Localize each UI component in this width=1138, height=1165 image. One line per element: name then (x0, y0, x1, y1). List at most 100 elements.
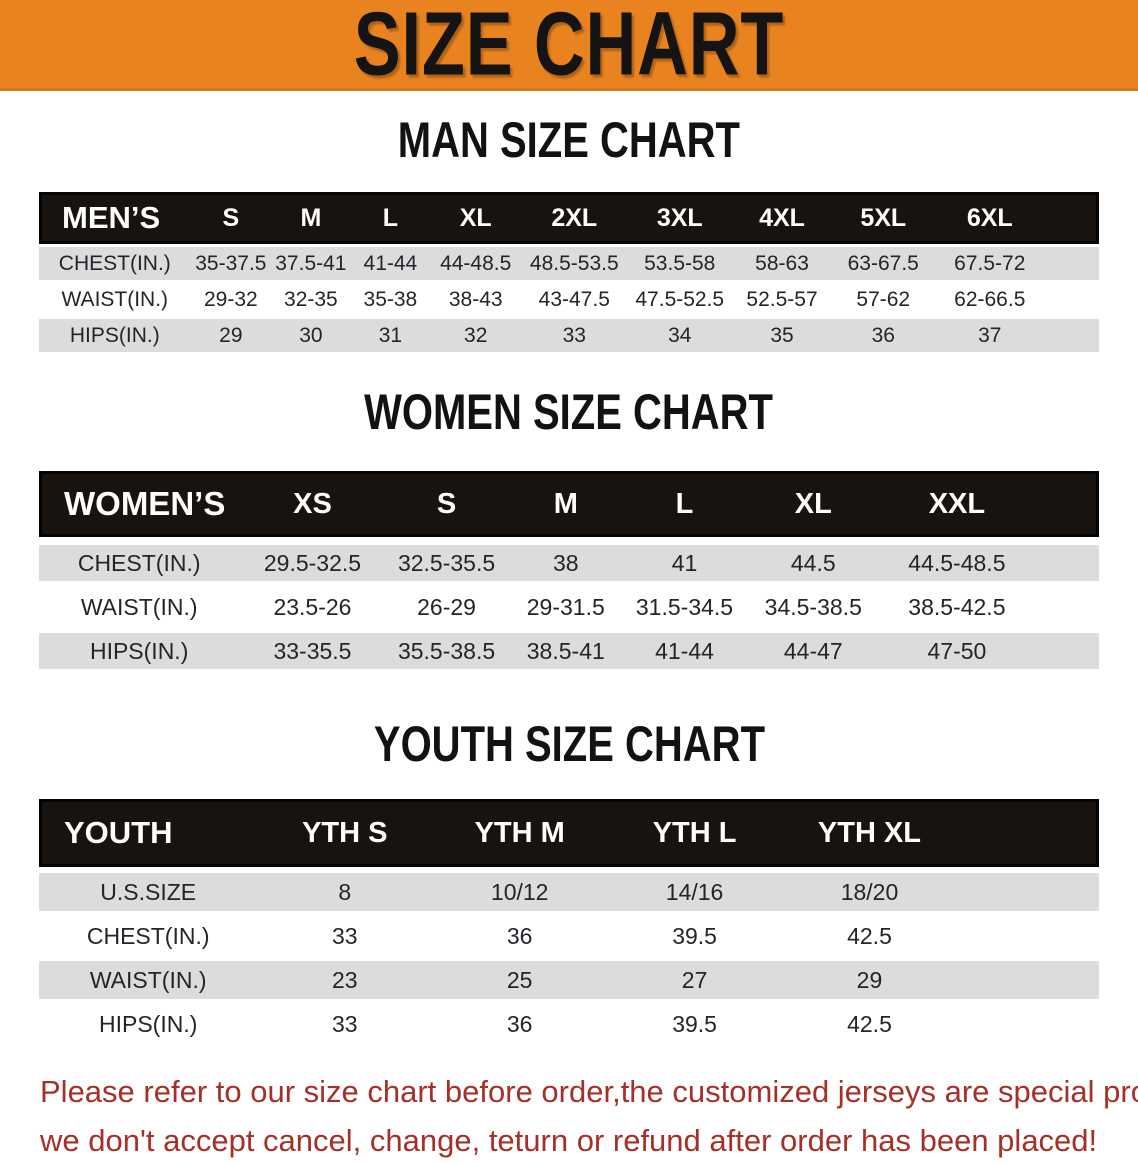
value-cell: 18/20 (782, 873, 957, 911)
value-cell: 67.5-72 (934, 247, 1045, 280)
size-label-cell: 3XL (627, 192, 733, 244)
size-label-cell: YTH M (432, 799, 608, 867)
row-label-cell: WAIST(IN.) (39, 283, 191, 316)
header-row: YOUTH YTH S YTH M YTH L YTH XL (39, 799, 1099, 867)
value-cell: 41-44 (350, 247, 431, 280)
value-cell: 23.5-26 (239, 589, 386, 625)
value-cell: 33-35.5 (239, 633, 386, 669)
value-cell: 37 (934, 319, 1045, 352)
value-cell: 42.5 (782, 1005, 957, 1043)
value-cell: 58-63 (732, 247, 832, 280)
youth-section: YOUTH SIZE CHART YOUTH YTH S YTH M YTH L YTH… (0, 719, 1138, 1049)
row-label-cell: U.S.SIZE (39, 873, 258, 911)
value-cell: 33 (257, 1005, 433, 1043)
size-label-cell: M (271, 192, 351, 244)
content: MAN SIZE CHART MEN’S S M L XL 2XL 3XL 4XL 5XL 6XL… (0, 91, 1138, 1049)
filler-cell (1044, 319, 1099, 352)
value-cell: 44.5-48.5 (881, 545, 1033, 581)
value-cell: 42.5 (782, 917, 957, 955)
filler-cell (1032, 633, 1099, 669)
value-cell: 37.5-41 (271, 247, 351, 280)
measurement-row: U.S.SIZE 8 10/12 14/16 18/20 (39, 873, 1099, 911)
value-cell: 44-48.5 (430, 247, 522, 280)
value-cell: 52.5-57 (732, 283, 832, 316)
size-label-cell: 2XL (521, 192, 628, 244)
notice-line-2: we don't accept cancel, change, teturn o… (40, 1123, 1098, 1158)
header-row: MEN’S S M L XL 2XL 3XL 4XL 5XL 6XL (39, 192, 1099, 244)
size-label-cell: YTH XL (782, 799, 957, 867)
value-cell: 39.5 (607, 1005, 783, 1043)
women-section-title: WOMEN SIZE CHART (0, 387, 1138, 437)
women-size-table: WOMEN’S XS S M L XL XXL CHEST(IN.) 29.5-32.5 32.5… (39, 463, 1099, 677)
value-cell: 41-44 (624, 633, 745, 669)
value-cell: 38-43 (430, 283, 522, 316)
value-cell: 29 (782, 961, 957, 999)
page-title: SIZE CHART (353, 0, 785, 94)
filler-cell (956, 799, 1099, 867)
value-cell: 25 (432, 961, 608, 999)
size-label-cell: S (385, 471, 508, 537)
value-cell: 30 (271, 319, 351, 352)
value-cell: 57-62 (831, 283, 935, 316)
value-cell: 36 (432, 1005, 608, 1043)
value-cell: 63-67.5 (831, 247, 935, 280)
value-cell: 47-50 (881, 633, 1033, 669)
banner: SIZE CHART (0, 0, 1138, 91)
value-cell: 36 (831, 319, 935, 352)
row-label-cell: CHEST(IN.) (39, 247, 191, 280)
size-label-cell: YTH L (607, 799, 783, 867)
value-cell: 48.5-53.5 (521, 247, 628, 280)
women-section-title-text: WOMEN SIZE CHART (364, 384, 774, 440)
filler-cell (956, 1005, 1099, 1043)
value-cell: 35.5-38.5 (385, 633, 508, 669)
value-cell: 35-37.5 (190, 247, 272, 280)
size-label-cell: L (350, 192, 431, 244)
group-label-cell: MEN’S (39, 192, 191, 244)
value-cell: 39.5 (607, 917, 783, 955)
value-cell: 31 (350, 319, 431, 352)
value-cell: 32 (430, 319, 522, 352)
value-cell: 10/12 (432, 873, 608, 911)
notice-line-1: Please refer to our size chart before or… (40, 1074, 1138, 1109)
group-label-cell: WOMEN’S (39, 471, 240, 537)
value-cell: 32.5-35.5 (385, 545, 508, 581)
row-label-cell: HIPS(IN.) (39, 633, 240, 669)
size-label-cell: 5XL (831, 192, 935, 244)
order-notice: Please refer to our size chart before or… (40, 1067, 1138, 1165)
filler-cell (956, 961, 1099, 999)
value-cell: 47.5-52.5 (627, 283, 733, 316)
value-cell: 32-35 (271, 283, 351, 316)
row-label-cell: CHEST(IN.) (39, 917, 258, 955)
row-label-cell: WAIST(IN.) (39, 589, 240, 625)
measurement-row: WAIST(IN.) 23.5-26 26-29 29-31.5 31.5-34.5 34… (39, 589, 1099, 625)
measurement-row: CHEST(IN.) 35-37.5 37.5-41 41-44 44-48.5 48.5… (39, 247, 1099, 280)
size-label-cell: M (507, 471, 625, 537)
row-label-cell: HIPS(IN.) (39, 319, 191, 352)
youth-size-table: YOUTH YTH S YTH M YTH L YTH XL U.S.SIZE 8 10/12… (39, 793, 1099, 1049)
size-label-cell: L (624, 471, 745, 537)
men-section: MAN SIZE CHART MEN’S S M L XL 2XL 3XL 4XL 5XL 6XL… (0, 115, 1138, 355)
filler-cell (1032, 589, 1099, 625)
measurement-row: HIPS(IN.) 33-35.5 35.5-38.5 38.5-41 41-44 44-… (39, 633, 1099, 669)
filler-cell (956, 917, 1099, 955)
value-cell: 38 (507, 545, 625, 581)
value-cell: 29-31.5 (507, 589, 625, 625)
measurement-row: CHEST(IN.) 29.5-32.5 32.5-35.5 38 41 44.5 44.5… (39, 545, 1099, 581)
value-cell: 14/16 (607, 873, 783, 911)
value-cell: 34 (627, 319, 733, 352)
size-label-cell: 4XL (732, 192, 832, 244)
value-cell: 36 (432, 917, 608, 955)
youth-section-title-text: YOUTH SIZE CHART (373, 716, 765, 772)
size-label-cell: XS (239, 471, 386, 537)
header-row: WOMEN’S XS S M L XL XXL (39, 471, 1099, 537)
size-label-cell: 6XL (934, 192, 1045, 244)
filler-cell (1032, 471, 1099, 537)
filler-cell (1044, 283, 1099, 316)
filler-cell (956, 873, 1099, 911)
men-section-title-text: MAN SIZE CHART (397, 112, 741, 168)
value-cell: 31.5-34.5 (624, 589, 745, 625)
filler-cell (1044, 247, 1099, 280)
value-cell: 53.5-58 (627, 247, 733, 280)
filler-cell (1044, 192, 1099, 244)
group-label-cell: YOUTH (39, 799, 258, 867)
